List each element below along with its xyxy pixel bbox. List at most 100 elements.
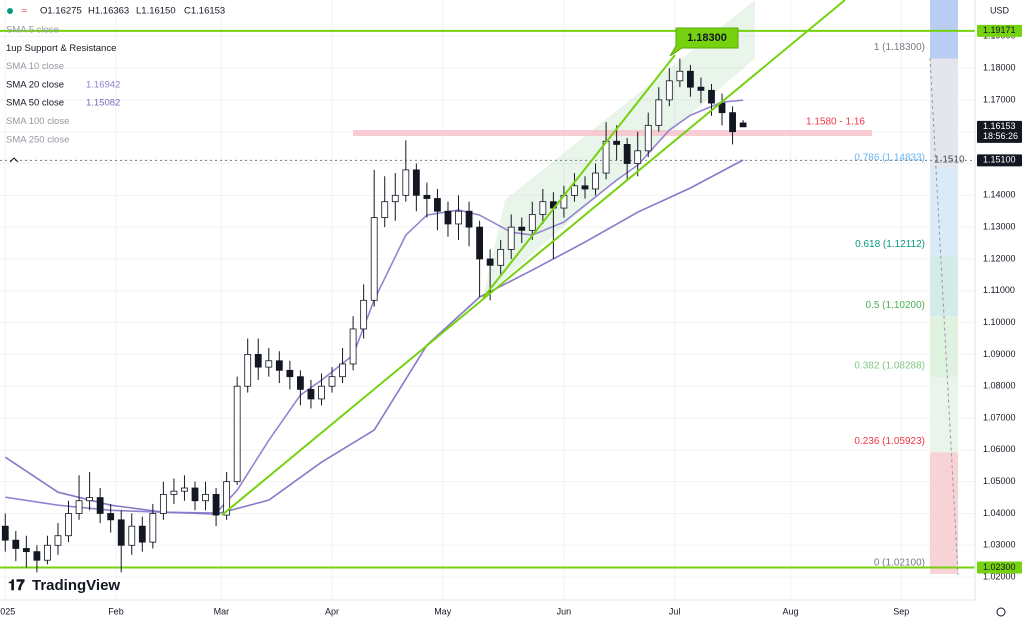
candle-body: [159, 493, 167, 514]
candle-body: [349, 328, 357, 365]
x-tick-label: Apr: [325, 606, 339, 616]
candle-body: [149, 513, 157, 543]
candle-body: [107, 513, 115, 521]
candle-body: [286, 369, 294, 378]
x-tick-label: Sep: [893, 606, 909, 616]
indicator-name[interactable]: 1up Support & Resistance: [6, 43, 116, 54]
x-tick-label: 2025: [0, 606, 15, 616]
peak-callout: 1.18300: [669, 27, 739, 57]
candle-body: [1, 525, 9, 541]
fib-band: [930, 255, 958, 317]
ohlc-value: O1.16275: [40, 6, 82, 17]
y-tick-label: 1.08000: [983, 381, 1016, 391]
candle-body: [497, 249, 505, 266]
candle-body: [718, 102, 726, 114]
brand: 𝟏𝟕 TradingView: [8, 577, 120, 594]
indicator-name[interactable]: SMA 5 close: [6, 25, 59, 36]
price-tag: [977, 561, 1022, 574]
candle-body: [613, 140, 621, 145]
candle-body: [434, 198, 441, 212]
brand-name: TradingView: [32, 577, 120, 594]
callout-text: 1.18300: [687, 32, 727, 44]
status-dot: [7, 8, 13, 14]
candle-body: [181, 487, 188, 492]
candle-body: [233, 385, 241, 483]
y-tick-label: 1.18000: [983, 62, 1016, 72]
y-tick-label: 1.11000: [983, 285, 1015, 295]
candles: [1, 58, 747, 573]
candle-body: [44, 544, 51, 561]
fib-label: 0.618 (1.12112): [855, 239, 925, 250]
price-tag-label: 1.16153: [983, 121, 1016, 131]
price-tag-label: 1.02300: [983, 562, 1016, 572]
candle-body: [708, 89, 715, 104]
callout-box: [669, 27, 739, 57]
fib-levels: 1 (1.18300) 0.786 (1.14833) 0.618 (1.12112…: [854, 0, 958, 574]
candle-body: [676, 70, 684, 82]
indicator-name[interactable]: SMA 20 close: [6, 79, 64, 90]
fib-band: [930, 58, 958, 169]
price-tag-label: 1.15100: [983, 155, 1016, 165]
candle-body: [254, 354, 262, 368]
y-tick-label: 1.06000: [983, 444, 1016, 454]
channel-line: [482, 54, 676, 299]
candle-body: [96, 497, 104, 514]
indicator-value: 1.16942: [86, 79, 120, 90]
fib-label: 0 (1.02100): [874, 558, 925, 569]
candle-body: [370, 217, 378, 301]
brand-logo: 𝟏𝟕: [8, 577, 25, 594]
candle-body: [518, 226, 526, 231]
candle-body: [528, 214, 536, 231]
fib-label: 0.236 (1.05923): [854, 436, 925, 447]
legend: ≈ O1.16275 H1.16363 L1.16150 C1.16153 SMA 5 …: [6, 5, 225, 145]
candle-body: [729, 112, 736, 133]
candle-body: [655, 99, 663, 126]
candle-body: [244, 354, 252, 387]
x-tick-label: Jul: [669, 606, 681, 616]
candle-body: [202, 493, 209, 502]
x-tick-label: Aug: [783, 606, 799, 616]
indicator-name[interactable]: SMA 100 close: [6, 116, 69, 127]
x-tick-label: Feb: [108, 606, 124, 616]
axes: 1.02000 1.03000 1.04000 1.05000 1.06000 1.070…: [0, 24, 1022, 616]
indicator-name[interactable]: SMA 50 close: [6, 98, 64, 109]
trend-line: [221, 0, 846, 516]
sma-line: [4, 159, 744, 515]
candle-body: [412, 169, 420, 196]
candle-body: [687, 70, 694, 88]
candle-body: [117, 519, 125, 546]
y-tick-label: 1.12000: [983, 253, 1016, 263]
fib-label: 0.786 (1.14833): [854, 152, 925, 163]
candle-body: [54, 535, 62, 546]
fib-band: [930, 168, 958, 256]
candle-body: [275, 360, 283, 371]
y-tick-label: 1.05000: [983, 476, 1016, 486]
x-tick-label: May: [434, 606, 452, 616]
ohlc-value: L1.16150: [136, 6, 176, 17]
level-label: 1.1510: [934, 155, 965, 166]
y-tick-label: 1.03000: [983, 540, 1016, 550]
zone-label: 1.1580 - 1.16: [806, 117, 865, 128]
candle-body: [138, 525, 146, 543]
wave-icon: ≈: [22, 5, 27, 15]
y-tick-label: 1.02000: [983, 571, 1016, 581]
price-tag-label: 1.19171: [983, 25, 1016, 35]
indicator-name[interactable]: SMA 250 close: [6, 134, 69, 145]
candle-body: [75, 500, 83, 514]
y-tick-label: 1.09000: [983, 349, 1016, 359]
fib-label: 0.382 (1.08288): [854, 361, 925, 372]
candle-body: [223, 481, 231, 516]
candle-body: [86, 497, 93, 502]
collapse-button[interactable]: [9, 157, 19, 163]
candle-body: [33, 551, 41, 561]
settings-button[interactable]: [996, 607, 1006, 617]
x-tick-label: Jun: [557, 606, 572, 616]
candle-body: [623, 144, 631, 164]
indicator-name[interactable]: SMA 10 close: [6, 61, 64, 72]
price-tag: [977, 120, 1022, 143]
candle-body: [22, 548, 30, 553]
candle-body: [423, 194, 431, 199]
candle-body: [444, 210, 452, 225]
